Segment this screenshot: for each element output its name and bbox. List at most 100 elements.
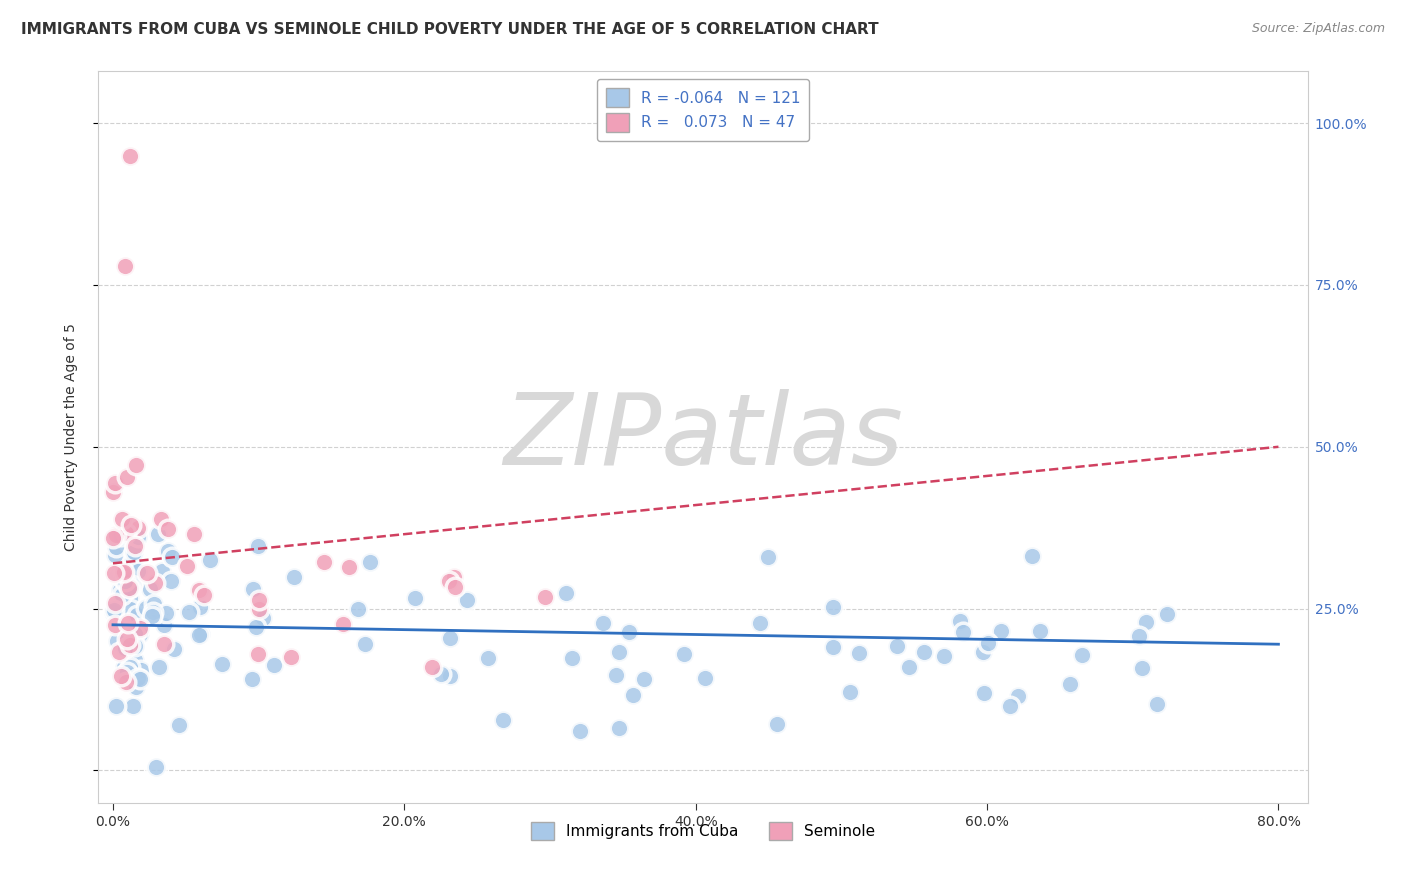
Point: [129, 672, 152, 686]
Point: [190, 626, 212, 640]
Point: [135, 566, 157, 581]
Point: [332, 616, 354, 631]
Point: [633, 672, 655, 686]
Point: [111, 589, 134, 603]
Point: [561, 650, 583, 665]
Point: [177, 605, 200, 619]
Point: [569, 723, 592, 738]
Point: [104, 548, 127, 562]
Point: [125, 608, 148, 623]
Point: [821, 599, 844, 614]
Legend: Immigrants from Cuba, Seminole: Immigrants from Cuba, Seminole: [524, 815, 882, 847]
Point: [129, 610, 152, 624]
Point: [122, 544, 145, 558]
Point: [145, 760, 167, 774]
Point: [1029, 624, 1052, 639]
Point: [107, 570, 129, 584]
Point: [456, 593, 478, 607]
Point: [976, 636, 998, 650]
Point: [104, 699, 127, 714]
Point: [122, 553, 145, 567]
Point: [104, 618, 127, 632]
Point: [141, 609, 163, 624]
Point: [128, 621, 150, 635]
Point: [160, 574, 183, 588]
Point: [252, 611, 274, 625]
Point: [143, 597, 166, 611]
Point: [108, 645, 131, 659]
Point: [188, 628, 211, 642]
Point: [127, 671, 149, 685]
Point: [118, 581, 141, 595]
Point: [148, 660, 170, 674]
Point: [886, 639, 908, 653]
Point: [443, 581, 465, 595]
Point: [263, 658, 285, 673]
Point: [162, 549, 184, 564]
Point: [131, 615, 153, 629]
Point: [758, 549, 780, 564]
Point: [118, 638, 141, 652]
Point: [150, 564, 173, 578]
Point: [972, 645, 994, 659]
Point: [823, 640, 845, 655]
Point: [167, 717, 190, 731]
Point: [132, 604, 155, 618]
Point: [607, 645, 630, 659]
Point: [103, 603, 125, 617]
Point: [839, 685, 862, 699]
Point: [143, 576, 166, 591]
Point: [114, 259, 136, 273]
Text: IMMIGRANTS FROM CUBA VS SEMINOLE CHILD POVERTY UNDER THE AGE OF 5 CORRELATION CH: IMMIGRANTS FROM CUBA VS SEMINOLE CHILD P…: [21, 22, 879, 37]
Point: [848, 646, 870, 660]
Point: [932, 649, 955, 664]
Point: [193, 588, 215, 602]
Point: [129, 627, 152, 641]
Point: [240, 672, 263, 686]
Point: [312, 555, 335, 569]
Point: [477, 651, 499, 665]
Point: [120, 591, 142, 606]
Point: [124, 539, 146, 553]
Point: [1071, 648, 1094, 663]
Point: [115, 470, 138, 484]
Point: [104, 527, 127, 541]
Point: [439, 631, 461, 645]
Point: [437, 574, 460, 588]
Point: [242, 582, 264, 596]
Point: [150, 512, 173, 526]
Point: [245, 620, 267, 634]
Point: [280, 650, 302, 665]
Point: [1146, 697, 1168, 711]
Point: [120, 517, 142, 532]
Point: [122, 699, 145, 714]
Point: [110, 528, 132, 542]
Point: [118, 602, 141, 616]
Point: [1059, 677, 1081, 691]
Point: [104, 540, 127, 554]
Point: [607, 721, 630, 735]
Point: [443, 569, 465, 583]
Point: [183, 527, 205, 541]
Point: [157, 522, 180, 536]
Point: [247, 602, 270, 616]
Point: [672, 647, 695, 661]
Point: [162, 641, 184, 656]
Point: [115, 665, 138, 679]
Text: Source: ZipAtlas.com: Source: ZipAtlas.com: [1251, 22, 1385, 36]
Point: [117, 615, 139, 630]
Point: [146, 603, 169, 617]
Point: [114, 574, 136, 588]
Point: [142, 605, 165, 619]
Point: [111, 566, 134, 581]
Point: [111, 574, 134, 589]
Point: [766, 717, 789, 731]
Point: [146, 526, 169, 541]
Point: [114, 640, 136, 655]
Point: [120, 148, 142, 162]
Point: [110, 582, 132, 597]
Point: [187, 582, 209, 597]
Point: [124, 639, 146, 653]
Point: [617, 624, 640, 639]
Point: [118, 660, 141, 674]
